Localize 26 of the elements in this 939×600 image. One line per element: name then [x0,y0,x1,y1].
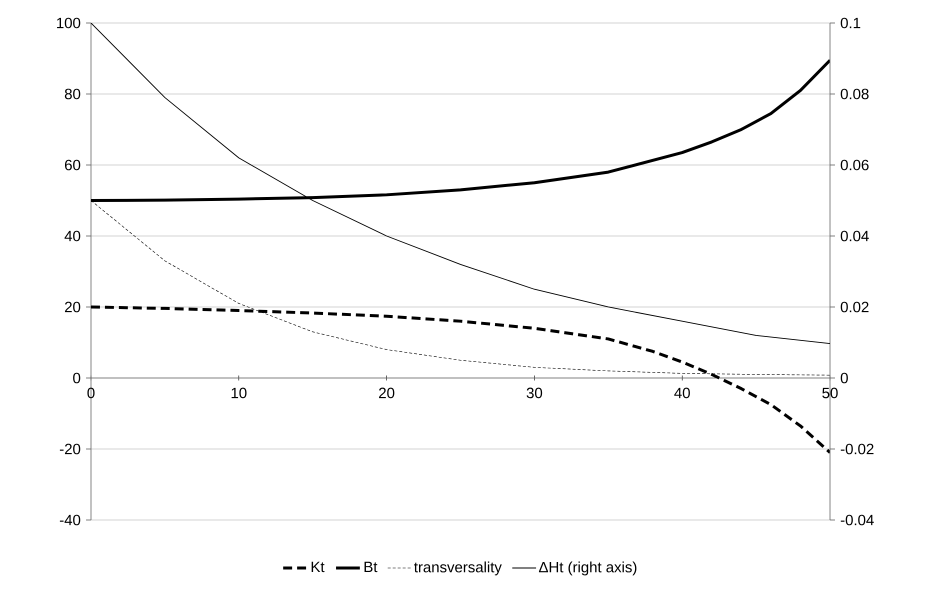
y2-tick-label: 0.06 [840,160,869,170]
x-tick-label: 30 [526,388,542,398]
legend-label: ΔHt (right axis) [538,561,636,576]
y2-tick-label: 0.02 [840,302,869,312]
y-tick-label: 0 [73,372,80,384]
y-tick-label: -40 [60,514,80,526]
x-tick-label: 50 [822,388,838,398]
y-tick-label: 40 [64,230,80,242]
x-tick-label: 20 [379,388,394,398]
y2-tick-label: -0.02 [840,444,874,454]
y-tick-label: 20 [64,302,80,312]
legend-label: transversality [414,561,502,576]
y-tick-label: 60 [64,160,80,170]
x-tick-label: 10 [232,388,247,398]
y2-tick-label: 0.08 [840,88,869,100]
y-tick-label: 80 [64,88,80,100]
y2-tick-label: 0.1 [840,18,860,28]
x-tick-label: 40 [674,388,690,398]
legend-label: Bt [364,562,378,572]
y-tick-label: -20 [60,444,80,454]
y-tick-label: 100 [57,18,80,28]
y2-tick-label: -0.04 [840,514,874,526]
legend-label: Kt [312,562,324,572]
y2-tick-label: 0 [840,372,848,384]
y2-tick-label: 0.04 [840,230,869,242]
x-tick-label: 0 [87,388,95,398]
